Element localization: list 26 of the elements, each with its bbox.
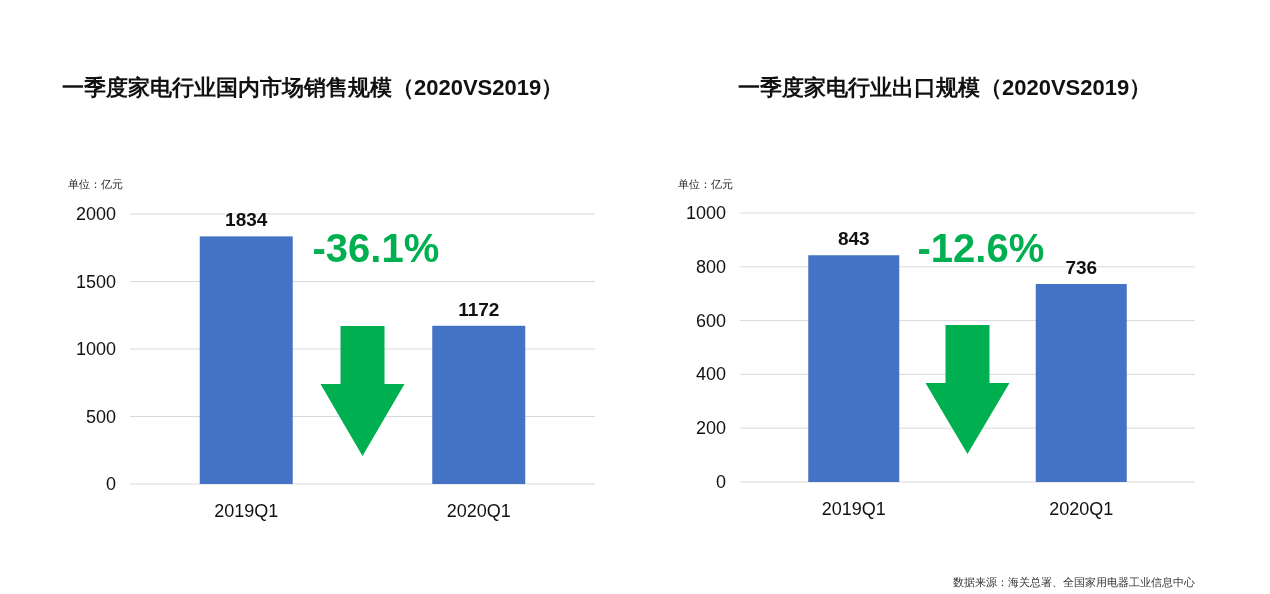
y-tick-label: 1000 [685, 203, 726, 223]
chart-title: 一季度家电行业出口规模（2020VS2019） [738, 75, 1152, 100]
x-tick-label: 2020Q1 [446, 501, 511, 521]
x-tick-label: 2019Q1 [821, 499, 886, 519]
annotation: -36.1% [312, 226, 440, 270]
y-tick-label: 0 [715, 472, 726, 492]
data-label: 843 [837, 228, 870, 250]
source-note: 数据来源：海关总署、全国家用电器工业信息中心 [953, 576, 1195, 588]
y-tick-label: 500 [85, 406, 116, 427]
y-tick-label: 1000 [75, 339, 116, 359]
y-tick-label: 600 [695, 310, 726, 331]
chart-title: 一季度家电行业国内市场销售规模（2020VS2019） [62, 75, 564, 100]
text: 单位：亿元 [68, 178, 123, 190]
y-tick-label: 200 [695, 418, 726, 439]
data-label: 736 [1065, 257, 1098, 279]
y-tick-label: 2000 [75, 204, 116, 224]
y-tick-label: 400 [695, 364, 726, 385]
data-label: 1834 [225, 209, 268, 231]
text: 单位：亿元 [678, 178, 733, 190]
data-label: 1172 [458, 298, 500, 320]
annotation: -12.6% [917, 226, 1045, 270]
y-tick-label: 1500 [75, 271, 116, 292]
y-tick-label: 800 [695, 256, 726, 277]
x-tick-label: 2019Q1 [214, 501, 279, 521]
y-tick-label: 0 [105, 474, 116, 494]
x-tick-label: 2020Q1 [1049, 499, 1114, 519]
